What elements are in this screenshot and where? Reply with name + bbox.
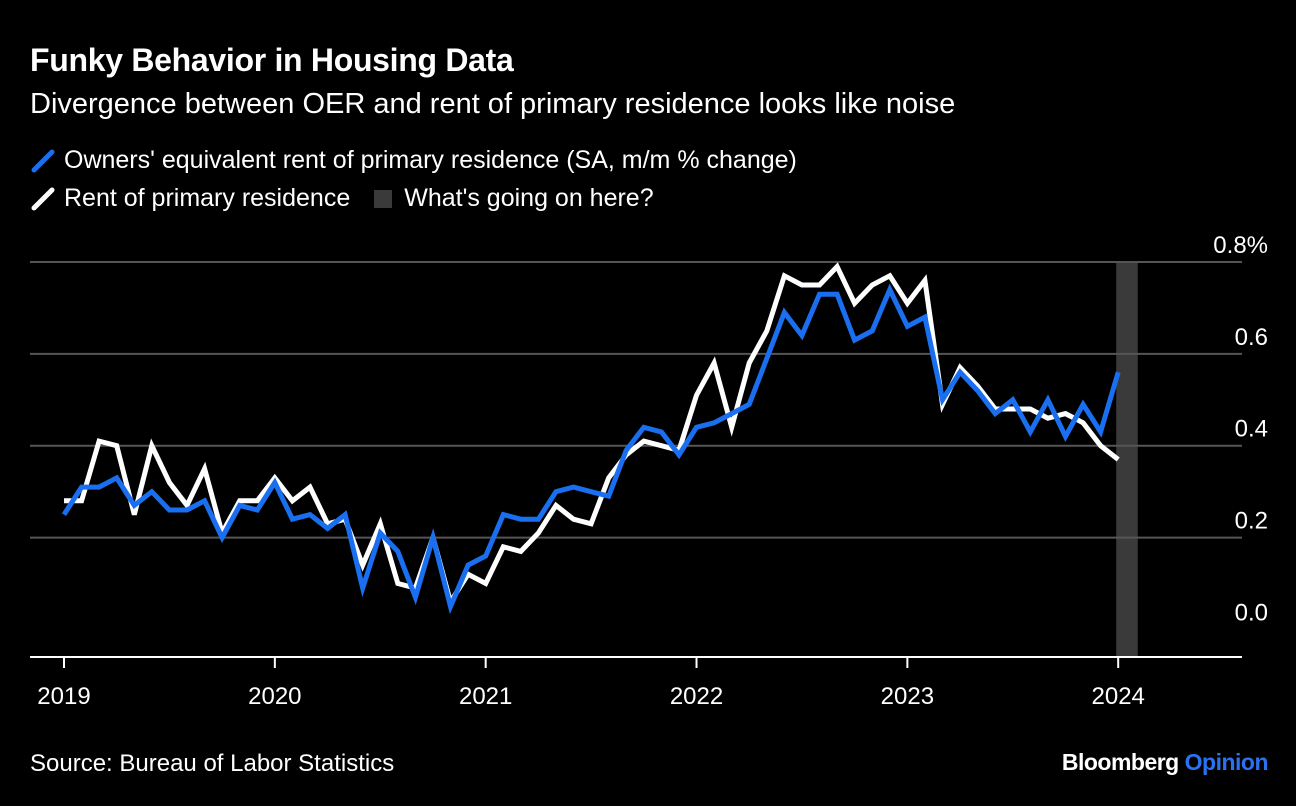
shaded-region [1116, 262, 1138, 657]
x-tick-label: 2021 [459, 683, 512, 710]
brand-suffix: Opinion [1184, 749, 1269, 775]
brand-logo: Bloomberg Opinion [1061, 749, 1269, 776]
series-line-rent [64, 262, 1120, 609]
legend-item-rent: Rent of primary residence [30, 184, 350, 213]
y-tick-label: 0.0 [1235, 599, 1268, 626]
legend-shade-label: What's going on here? [404, 184, 654, 212]
x-tick-label: 2024 [1092, 683, 1145, 710]
x-tick-label: 2020 [248, 683, 301, 710]
y-tick-label: 0.6 [1235, 324, 1268, 351]
legend-rent-label: Rent of primary residence [64, 184, 351, 212]
brand-name: Bloomberg [1061, 749, 1179, 775]
chart-title: Funky Behavior in Housing Data [30, 42, 514, 78]
series-line-oer [61, 283, 1121, 615]
legend-row-1: Owners' equivalent rent of primary resid… [30, 146, 821, 175]
y-tick-label: 0.8% [1213, 232, 1268, 259]
legend-item-shade: What's going on here? [374, 184, 654, 213]
x-tick-label: 2019 [37, 683, 90, 710]
legend-shade-swatch-icon [374, 189, 393, 208]
y-tick-label: 0.4 [1235, 416, 1268, 443]
y-tick-label: 0.2 [1235, 508, 1268, 535]
legend-item-oer: Owners' equivalent rent of primary resid… [30, 146, 797, 175]
chart-subtitle: Divergence between OER and rent of prima… [30, 88, 956, 120]
legend-rent-slash-icon [31, 187, 55, 210]
legend-oer-slash-icon [31, 149, 55, 172]
legend-oer-label: Owners' equivalent rent of primary resid… [64, 146, 797, 174]
x-tick-label: 2023 [881, 683, 934, 710]
legend-row-2: Rent of primary residence What's going o… [30, 184, 678, 213]
x-tick-label: 2022 [670, 683, 723, 710]
source-note: Source: Bureau of Labor Statistics [30, 750, 395, 777]
